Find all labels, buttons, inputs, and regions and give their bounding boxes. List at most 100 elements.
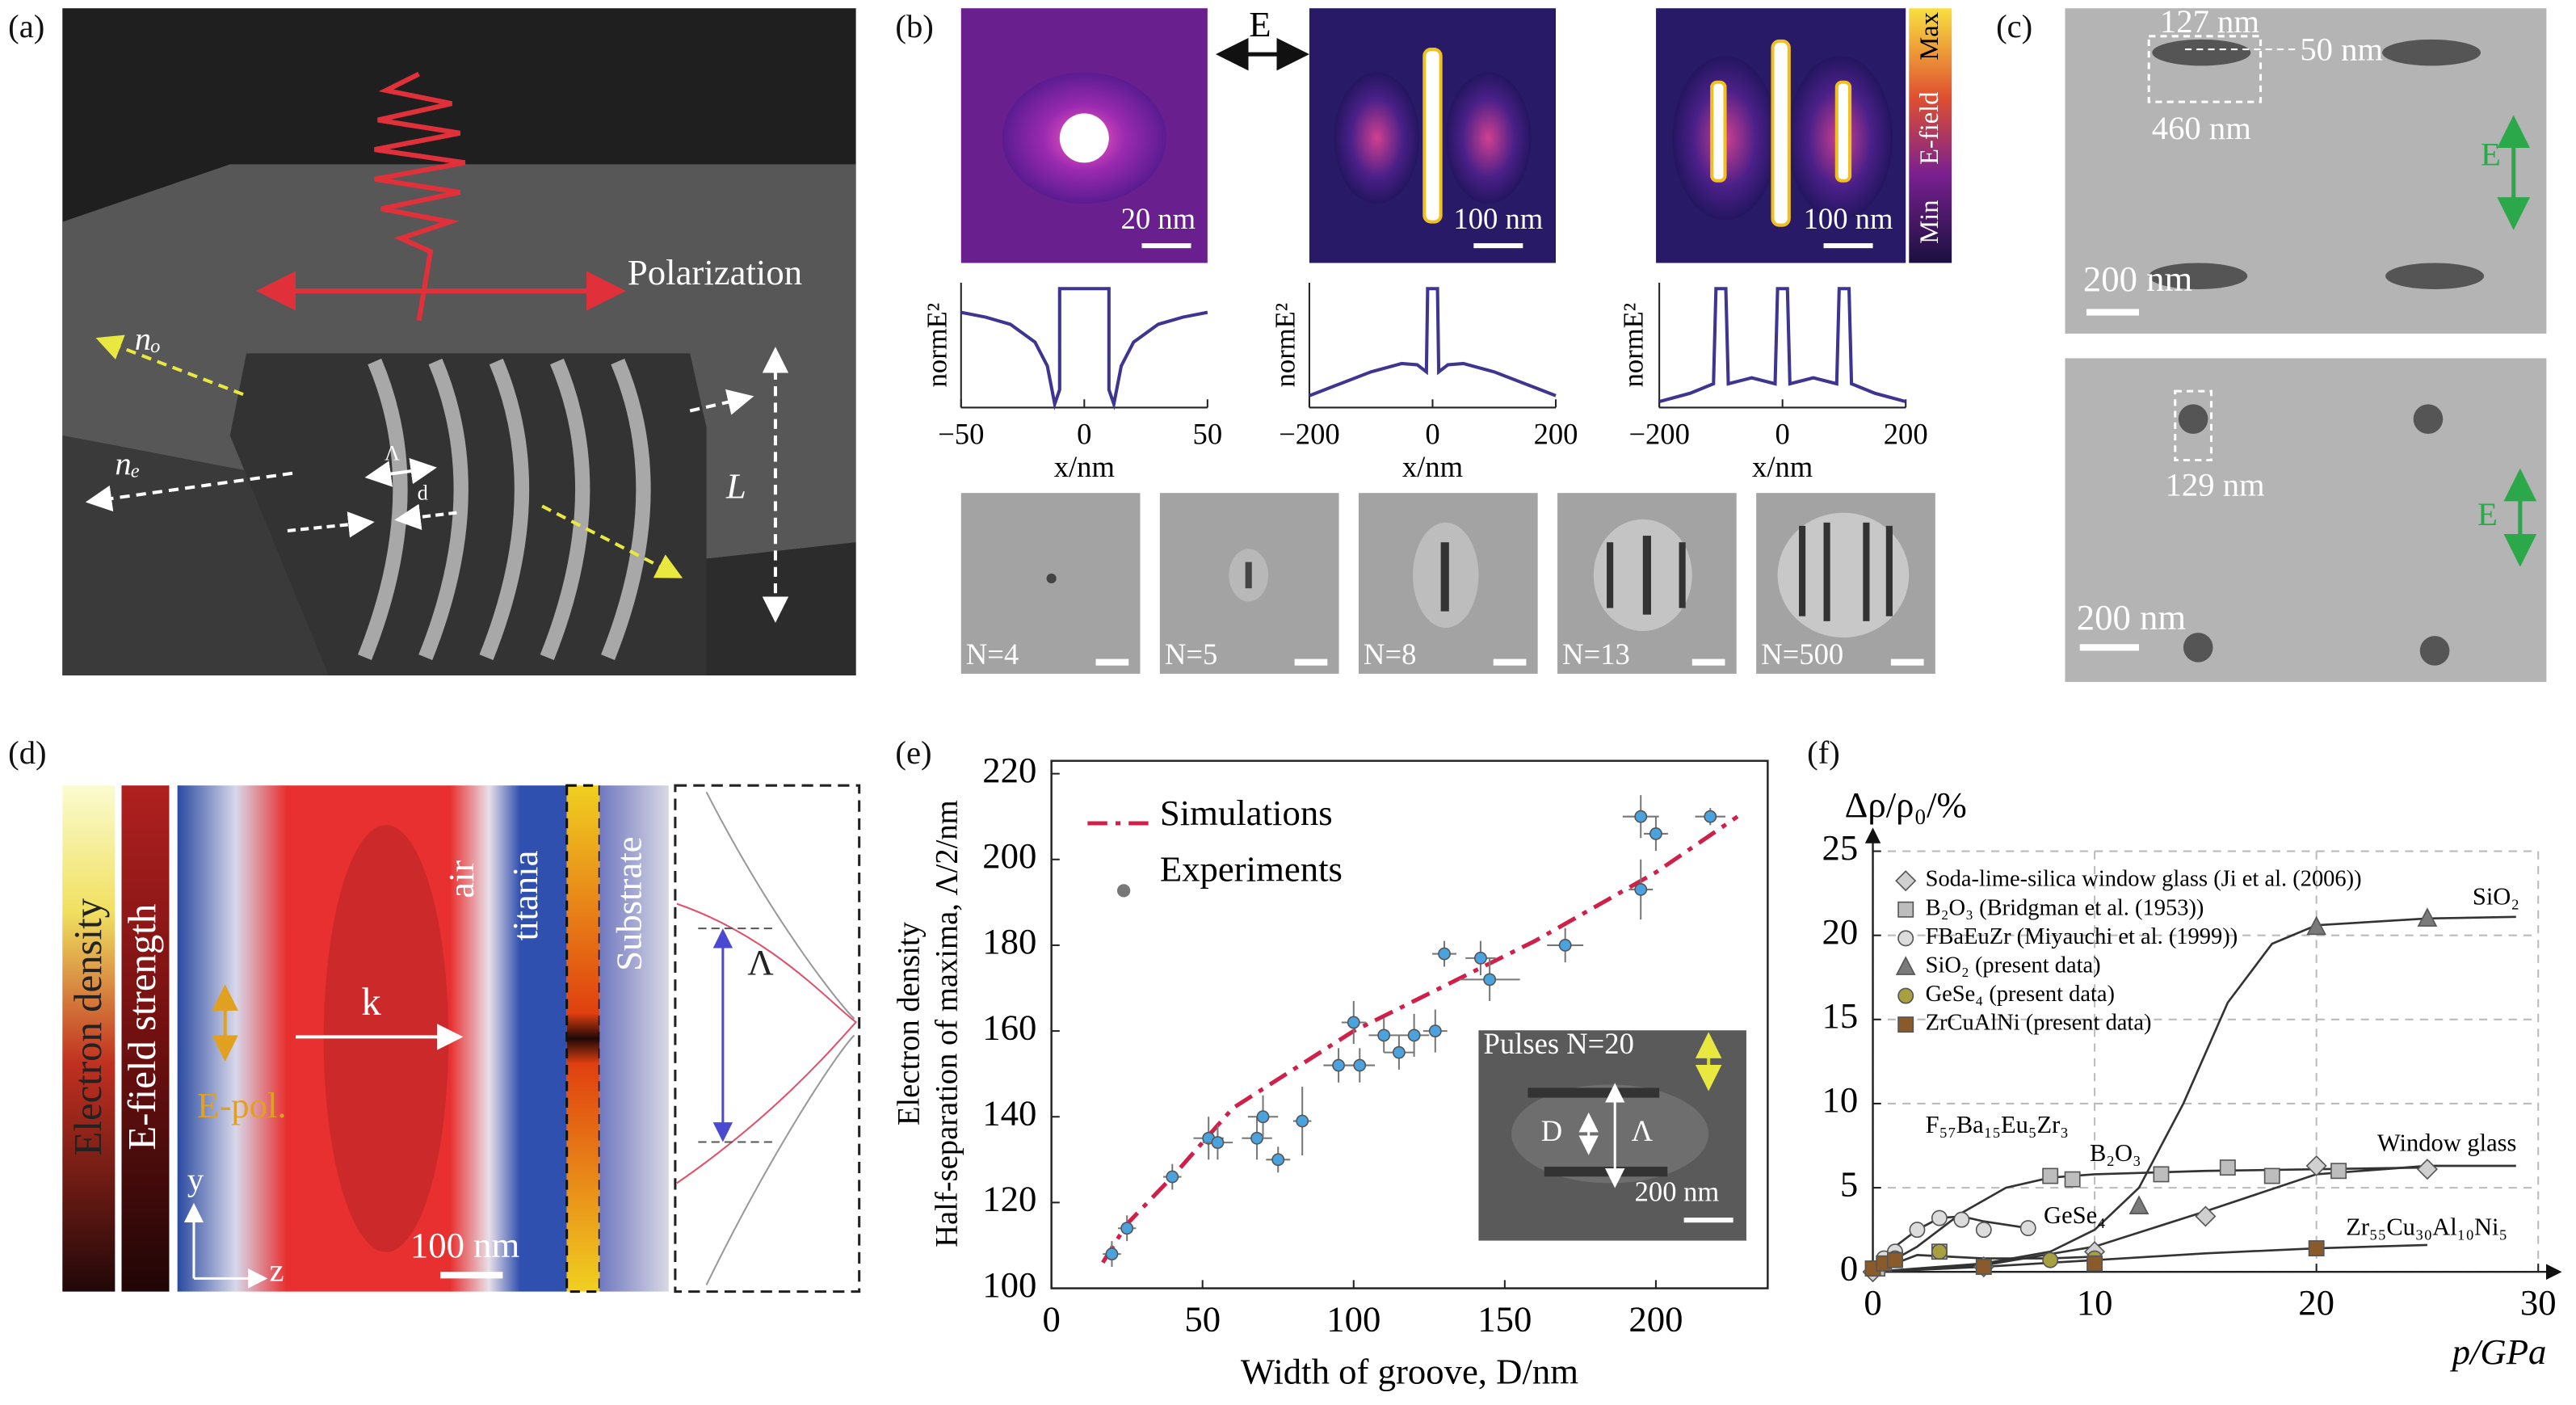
arrow <box>287 511 375 538</box>
scale-label: 200 nm <box>2077 597 2187 637</box>
arrow <box>364 457 437 487</box>
legend-label: B₂O₃ (Bridgman et al. (1953)) <box>1926 895 2204 920</box>
x-axis-label: x/nm <box>1752 450 1813 483</box>
e-pol-label: E-pol. <box>197 1085 287 1125</box>
scale-label: 100 nm <box>1453 202 1543 235</box>
spot <box>1777 512 1910 638</box>
y-tick-label: 25 <box>1822 827 1858 868</box>
panel-label: (a) <box>8 8 44 44</box>
marker <box>2128 1195 2149 1214</box>
marker <box>2219 1159 2236 1176</box>
spot <box>1799 525 1806 616</box>
legend-swatch <box>1897 1016 1914 1033</box>
series-line <box>1309 287 1557 398</box>
dimension: 460 nm <box>2152 110 2251 146</box>
marker <box>1649 827 1662 840</box>
legend-swatch <box>1895 956 1916 975</box>
arrow <box>689 389 754 415</box>
profile-curve <box>676 902 858 1184</box>
x-tick-label: 20 <box>2298 1282 2334 1323</box>
marker <box>2153 1166 2170 1183</box>
n-e: nₑ <box>115 445 140 482</box>
spot <box>1607 542 1614 608</box>
x-axis-label: x/nm <box>1054 450 1115 483</box>
marker <box>2330 1163 2347 1180</box>
marker-box <box>2147 35 2263 103</box>
scale-bar <box>1691 658 1725 666</box>
marker <box>1166 1170 1179 1184</box>
groove <box>358 358 408 660</box>
x-tick-label: 10 <box>2077 1282 2113 1323</box>
hotspot <box>1334 72 1420 204</box>
marker <box>1211 1136 1225 1150</box>
spot <box>1885 525 1893 616</box>
marker <box>1975 1222 1992 1239</box>
scale-bar <box>1683 1218 1733 1223</box>
colorbar-title: E-field <box>1915 92 1944 165</box>
marker <box>1931 1209 1948 1226</box>
profile-curve <box>705 791 855 1020</box>
x-tick-label: 0 <box>1042 1299 1060 1340</box>
groove <box>479 358 530 660</box>
dimension: 129 nm <box>2166 466 2265 503</box>
spot <box>2178 404 2208 434</box>
x-tick-label: 150 <box>1477 1299 1532 1340</box>
scale-bars <box>1095 658 1924 666</box>
plot-frame <box>1050 759 1769 1289</box>
spot <box>2183 633 2213 663</box>
curve-label: Window glass <box>2377 1129 2516 1157</box>
spot <box>2419 636 2450 666</box>
region-label: titania <box>505 850 545 940</box>
scale-label: 200 nm <box>2083 259 2193 299</box>
inset-title: Pulses N=20 <box>1484 1027 1634 1060</box>
y-axis-label: Electron density <box>893 921 927 1125</box>
marker <box>2417 907 2438 927</box>
x-tick-label: 0 <box>1077 417 1091 450</box>
colorbar <box>1909 8 1952 263</box>
panel-label: (f) <box>1807 734 1840 771</box>
marker <box>1250 1131 1263 1145</box>
groove <box>418 358 469 660</box>
marker <box>1105 1247 1119 1261</box>
legend-label: Simulations <box>1160 793 1333 833</box>
y-axis-label: Δρ/ρ₀/% <box>1845 785 1967 825</box>
period-label: Λ <box>747 942 773 982</box>
curve-label: SiO₂ <box>2473 883 2519 911</box>
marker <box>2308 1240 2325 1257</box>
x-axis-label: Width of groove, D/nm <box>1241 1352 1578 1392</box>
marker <box>1634 882 1648 896</box>
legend-swatch <box>1116 884 1131 898</box>
spot <box>2149 263 2248 289</box>
arrow <box>394 503 457 531</box>
y-tick-label: 15 <box>1822 995 1858 1036</box>
groove <box>601 358 651 660</box>
marker-box <box>2174 389 2213 462</box>
x-tick-label: −200 <box>1279 417 1340 450</box>
region-label: air <box>441 860 481 898</box>
scale-bar <box>2086 309 2140 316</box>
marker <box>1347 1016 1360 1029</box>
fit-curve <box>1872 1243 2427 1273</box>
spot <box>1679 542 1686 608</box>
marker <box>2263 1167 2280 1184</box>
legend-label: Soda-lime-silica window glass (Ji et al.… <box>1926 867 2362 892</box>
marker <box>1271 1153 1285 1167</box>
group: N=4 N=5 N=8 N=13 N=500 <box>966 637 1843 671</box>
k-label: k <box>361 980 381 1024</box>
scale-bar <box>1890 658 1924 666</box>
axis-letter: y <box>187 1162 204 1198</box>
inset-feature <box>1544 1167 1668 1177</box>
region-label: Substrate <box>608 836 649 971</box>
inset-feature <box>1528 1087 1660 1098</box>
legend-swatch <box>1897 987 1914 1004</box>
scale-label: 100 nm <box>410 1225 520 1265</box>
marker <box>1953 1211 1970 1228</box>
marker <box>1392 1045 1406 1059</box>
curve-label: F₅₇Ba₁₅Eu₅Zr₃ <box>1926 1111 2069 1138</box>
colorbar-title: E-field strength <box>120 904 164 1151</box>
hotspot <box>1445 72 1532 204</box>
period: Λ <box>385 440 400 465</box>
scale-label: 20 nm <box>1121 202 1196 235</box>
sem-label: N=5 <box>1165 637 1217 671</box>
